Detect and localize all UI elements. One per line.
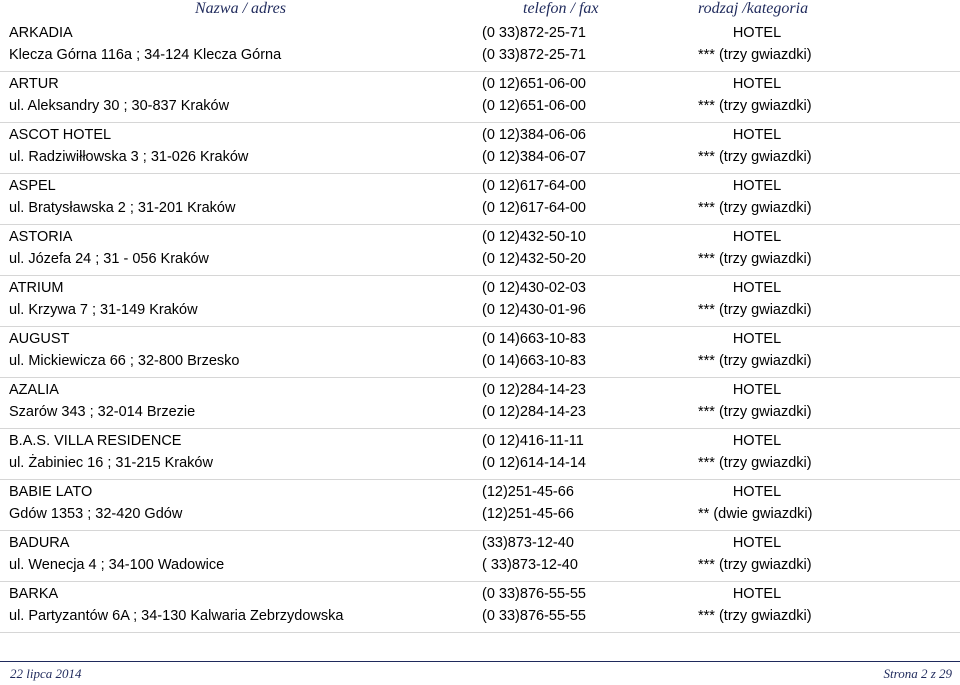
hotel-address: ul. Bratysławska 2 ; 31-201 Kraków bbox=[9, 200, 236, 216]
hotel-fax: (0 33)876-55-55 bbox=[482, 608, 586, 624]
hotel-fax: (0 12)651-06-00 bbox=[482, 98, 586, 114]
hotel-type: HOTEL bbox=[732, 586, 782, 602]
hotel-category: *** (trzy gwiazdki) bbox=[698, 302, 812, 318]
hotel-name: ARKADIA bbox=[9, 25, 73, 41]
hotel-type: HOTEL bbox=[732, 127, 782, 143]
hotel-category: *** (trzy gwiazdki) bbox=[698, 47, 812, 63]
hotel-name: ASCOT HOTEL bbox=[9, 127, 112, 143]
hotel-list: ARKADIA (0 33)872-25-71 HOTEL Klecza Gór… bbox=[0, 21, 960, 633]
hotel-phone: (0 12)651-06-00 bbox=[482, 76, 586, 92]
list-item: ATRIUM (0 12)430-02-03 HOTEL ul. Krzywa … bbox=[0, 276, 960, 327]
hotel-type: HOTEL bbox=[732, 76, 782, 92]
list-item: ARTUR (0 12)651-06-00 HOTEL ul. Aleksand… bbox=[0, 72, 960, 123]
hotel-fax: ( 33)873-12-40 bbox=[482, 557, 578, 573]
list-item: AZALIA (0 12)284-14-23 HOTEL Szarów 343 … bbox=[0, 378, 960, 429]
hotel-type: HOTEL bbox=[732, 382, 782, 398]
hotel-category: *** (trzy gwiazdki) bbox=[698, 608, 812, 624]
hotel-address: ul. Józefa 24 ; 31 - 056 Kraków bbox=[9, 251, 209, 267]
hotel-phone: (0 12)617-64-00 bbox=[482, 178, 586, 194]
hotel-phone: (0 12)284-14-23 bbox=[482, 382, 586, 398]
header-phone-fax: telefon / fax bbox=[523, 0, 599, 17]
hotel-address: ul. Mickiewicza 66 ; 32-800 Brzesko bbox=[9, 353, 240, 369]
hotel-address: ul. Krzywa 7 ; 31-149 Kraków bbox=[9, 302, 198, 318]
hotel-name: ASPEL bbox=[9, 178, 56, 194]
hotel-name: B.A.S. VILLA RESIDENCE bbox=[9, 433, 182, 449]
hotel-fax: (0 12)432-50-20 bbox=[482, 251, 586, 267]
hotel-category: *** (trzy gwiazdki) bbox=[698, 557, 812, 573]
hotel-fax: (0 12)284-14-23 bbox=[482, 404, 586, 420]
hotel-category: *** (trzy gwiazdki) bbox=[698, 200, 812, 216]
hotel-type: HOTEL bbox=[732, 178, 782, 194]
hotel-phone: (0 33)872-25-71 bbox=[482, 25, 586, 41]
hotel-name: ARTUR bbox=[9, 76, 59, 92]
hotel-address: ul. Żabiniec 16 ; 31-215 Kraków bbox=[9, 455, 213, 471]
header-category: rodzaj /kategoria bbox=[698, 0, 809, 17]
hotel-phone: (0 12)430-02-03 bbox=[482, 280, 586, 296]
hotel-address: Klecza Górna 116a ; 34-124 Klecza Górna bbox=[9, 47, 282, 63]
hotel-name: ASTORIA bbox=[9, 229, 73, 245]
hotel-fax: (12)251-45-66 bbox=[482, 506, 574, 522]
footer-date: 22 lipca 2014 bbox=[10, 666, 82, 681]
hotel-category: *** (trzy gwiazdki) bbox=[698, 98, 812, 114]
hotel-name: BABIE LATO bbox=[9, 484, 93, 500]
hotel-address: ul. Radziwiłłowska 3 ; 31-026 Kraków bbox=[9, 149, 249, 165]
hotel-category: *** (trzy gwiazdki) bbox=[698, 404, 812, 420]
list-item: BADURA (33)873-12-40 HOTEL ul. Wenecja 4… bbox=[0, 531, 960, 582]
list-item: B.A.S. VILLA RESIDENCE (0 12)416-11-11 H… bbox=[0, 429, 960, 480]
list-item: AUGUST (0 14)663-10-83 HOTEL ul. Mickiew… bbox=[0, 327, 960, 378]
hotel-category: *** (trzy gwiazdki) bbox=[698, 251, 812, 267]
hotel-fax: (0 12)430-01-96 bbox=[482, 302, 586, 318]
hotel-fax: (0 33)872-25-71 bbox=[482, 47, 586, 63]
list-item: ASTORIA (0 12)432-50-10 HOTEL ul. Józefa… bbox=[0, 225, 960, 276]
hotel-address: ul. Aleksandry 30 ; 30-837 Kraków bbox=[9, 98, 230, 114]
hotel-name: BADURA bbox=[9, 535, 70, 551]
list-item: ASCOT HOTEL (0 12)384-06-06 HOTEL ul. Ra… bbox=[0, 123, 960, 174]
hotel-type: HOTEL bbox=[732, 433, 782, 449]
hotel-name: ATRIUM bbox=[9, 280, 64, 296]
page-number: Strona 2 z 29 bbox=[883, 666, 953, 681]
hotel-category: ** (dwie gwiazdki) bbox=[698, 506, 813, 522]
hotel-phone: (0 12)384-06-06 bbox=[482, 127, 586, 143]
hotel-type: HOTEL bbox=[732, 484, 782, 500]
hotel-phone: (33)873-12-40 bbox=[482, 535, 574, 551]
hotel-fax: (0 14)663-10-83 bbox=[482, 353, 586, 369]
hotel-phone: (0 33)876-55-55 bbox=[482, 586, 586, 602]
hotel-address: Szarów 343 ; 32-014 Brzezie bbox=[9, 404, 196, 420]
hotel-type: HOTEL bbox=[732, 229, 782, 245]
hotel-category: *** (trzy gwiazdki) bbox=[698, 149, 812, 165]
list-item: BARKA (0 33)876-55-55 HOTEL ul. Partyzan… bbox=[0, 582, 960, 633]
hotel-name: AZALIA bbox=[9, 382, 59, 398]
hotel-fax: (0 12)614-14-14 bbox=[482, 455, 586, 471]
hotel-type: HOTEL bbox=[732, 25, 782, 41]
hotel-type: HOTEL bbox=[732, 331, 782, 347]
hotel-type: HOTEL bbox=[732, 280, 782, 296]
list-item: BABIE LATO (12)251-45-66 HOTEL Gdów 1353… bbox=[0, 480, 960, 531]
hotel-phone: (0 12)416-11-11 bbox=[482, 433, 584, 449]
hotel-fax: (0 12)384-06-07 bbox=[482, 149, 586, 165]
list-item: ASPEL (0 12)617-64-00 HOTEL ul. Bratysła… bbox=[0, 174, 960, 225]
hotel-phone: (0 12)432-50-10 bbox=[482, 229, 586, 245]
header-name-address: Nazwa / adres bbox=[195, 0, 286, 17]
hotel-type: HOTEL bbox=[732, 535, 782, 551]
hotel-name: BARKA bbox=[9, 586, 59, 602]
hotel-category: *** (trzy gwiazdki) bbox=[698, 353, 812, 369]
hotel-category: *** (trzy gwiazdki) bbox=[698, 455, 812, 471]
hotel-phone: (0 14)663-10-83 bbox=[482, 331, 586, 347]
hotel-fax: (0 12)617-64-00 bbox=[482, 200, 586, 216]
footer-divider bbox=[0, 661, 960, 662]
hotel-address: ul. Wenecja 4 ; 34-100 Wadowice bbox=[9, 557, 225, 573]
list-item: ARKADIA (0 33)872-25-71 HOTEL Klecza Gór… bbox=[0, 21, 960, 72]
hotel-address: Gdów 1353 ; 32-420 Gdów bbox=[9, 506, 183, 522]
hotel-phone: (12)251-45-66 bbox=[482, 484, 574, 500]
hotel-name: AUGUST bbox=[9, 331, 70, 347]
column-header: Nazwa / adres telefon / fax rodzaj /kate… bbox=[0, 0, 960, 18]
hotel-address: ul. Partyzantów 6A ; 34-130 Kalwaria Zeb… bbox=[9, 608, 344, 624]
